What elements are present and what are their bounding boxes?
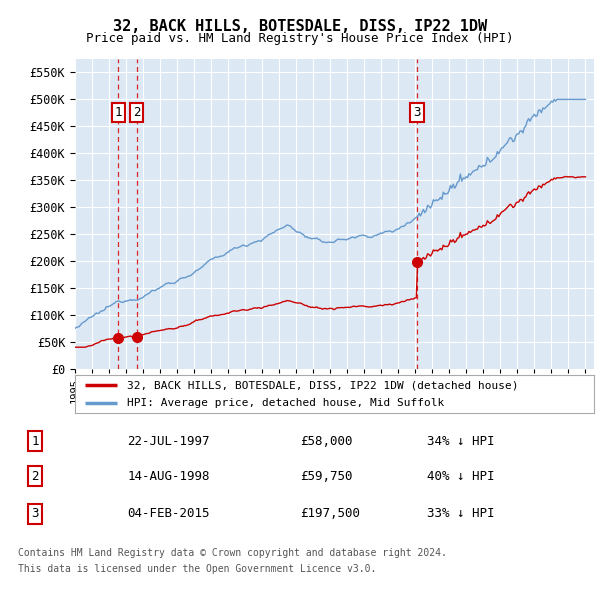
- Text: 32, BACK HILLS, BOTESDALE, DISS, IP22 1DW: 32, BACK HILLS, BOTESDALE, DISS, IP22 1D…: [113, 19, 487, 34]
- Text: £58,000: £58,000: [300, 435, 353, 448]
- Text: £197,500: £197,500: [300, 507, 360, 520]
- Text: 3: 3: [31, 507, 39, 520]
- Text: 2: 2: [31, 470, 39, 483]
- Text: This data is licensed under the Open Government Licence v3.0.: This data is licensed under the Open Gov…: [18, 564, 376, 574]
- Text: 2: 2: [133, 106, 140, 119]
- Text: 14-AUG-1998: 14-AUG-1998: [127, 470, 210, 483]
- Text: 04-FEB-2015: 04-FEB-2015: [127, 507, 210, 520]
- Text: 1: 1: [31, 435, 39, 448]
- Text: 1: 1: [115, 106, 122, 119]
- Text: Price paid vs. HM Land Registry's House Price Index (HPI): Price paid vs. HM Land Registry's House …: [86, 32, 514, 45]
- Text: 32, BACK HILLS, BOTESDALE, DISS, IP22 1DW (detached house): 32, BACK HILLS, BOTESDALE, DISS, IP22 1D…: [127, 381, 518, 391]
- Text: 3: 3: [413, 106, 421, 119]
- Text: 22-JUL-1997: 22-JUL-1997: [127, 435, 210, 448]
- Text: 34% ↓ HPI: 34% ↓ HPI: [427, 435, 494, 448]
- Text: 40% ↓ HPI: 40% ↓ HPI: [427, 470, 494, 483]
- Text: 33% ↓ HPI: 33% ↓ HPI: [427, 507, 494, 520]
- Text: Contains HM Land Registry data © Crown copyright and database right 2024.: Contains HM Land Registry data © Crown c…: [18, 548, 447, 558]
- Text: £59,750: £59,750: [300, 470, 353, 483]
- Text: HPI: Average price, detached house, Mid Suffolk: HPI: Average price, detached house, Mid …: [127, 398, 444, 408]
